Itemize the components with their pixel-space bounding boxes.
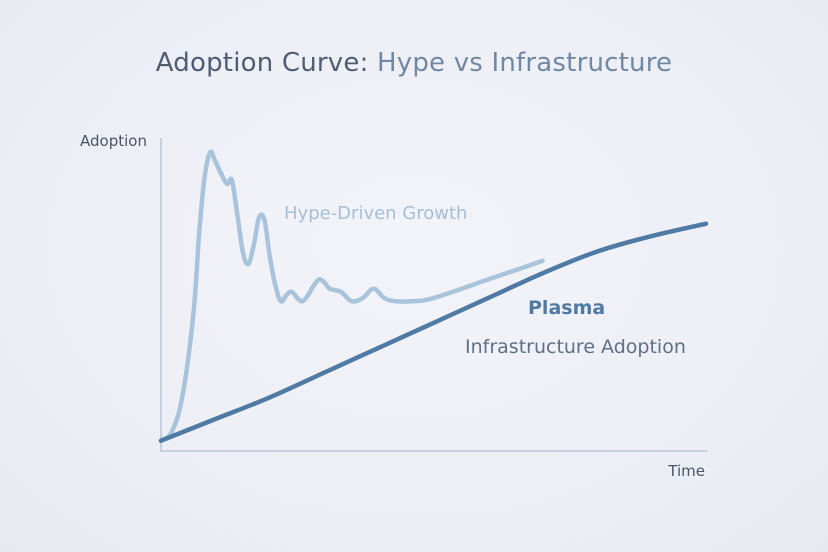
x-axis-label: Time [667, 462, 705, 480]
series-line-infrastructure [158, 221, 709, 443]
chart-title-sub: Hype vs Infrastructure [377, 48, 673, 78]
infrastructure-series-sublabel: Infrastructure Adoption [465, 336, 686, 358]
y-axis-label: Adoption [80, 132, 147, 150]
hype-series-label: Hype-Driven Growth [284, 203, 467, 224]
series-line-hype [158, 149, 545, 443]
chart-title-separator: : [359, 48, 378, 78]
chart-title-main: Adoption Curve [155, 48, 360, 78]
plasma-series-label: Plasma [528, 297, 605, 319]
chart-title: Adoption Curve: Hype vs Infrastructure [0, 48, 828, 78]
